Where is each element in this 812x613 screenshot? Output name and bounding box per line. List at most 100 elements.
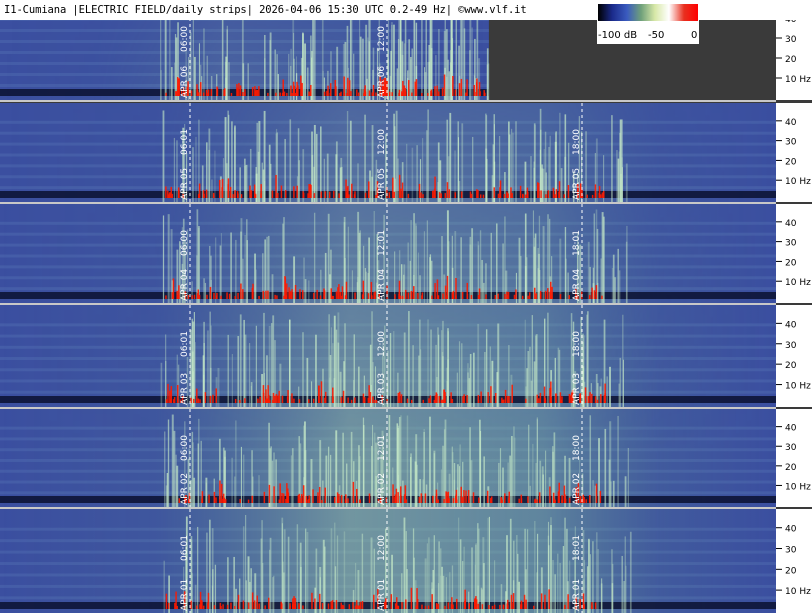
color-legend: -100 dB -50 0 — [597, 4, 699, 44]
burst-mark — [475, 82, 478, 96]
burst-mark — [299, 289, 301, 299]
burst-mark — [301, 290, 304, 299]
activity-streak — [425, 130, 428, 202]
burst-mark — [421, 295, 423, 299]
activity-streak — [420, 349, 422, 407]
activity-streak — [529, 346, 531, 407]
activity-streak — [304, 279, 307, 303]
burst-mark — [391, 92, 393, 96]
activity-streak — [297, 128, 300, 202]
activity-streak — [181, 263, 184, 303]
burst-mark — [290, 85, 292, 96]
time-mark-label: 12:00 — [377, 26, 387, 52]
activity-streak — [386, 382, 388, 407]
burst-mark — [277, 192, 279, 198]
activity-streak — [357, 211, 360, 303]
burst-mark — [452, 498, 455, 503]
burst-mark — [324, 397, 326, 403]
activity-streak — [411, 48, 413, 100]
activity-streak — [330, 51, 332, 100]
activity-streak — [408, 39, 411, 100]
burst-mark — [384, 77, 387, 96]
burst-mark — [456, 598, 458, 609]
burst-mark — [178, 285, 180, 299]
activity-streak — [334, 566, 337, 613]
burst-mark — [341, 604, 344, 609]
burst-mark — [222, 493, 225, 503]
burst-mark — [588, 295, 591, 299]
burst-mark — [521, 295, 524, 299]
activity-streak — [306, 357, 309, 407]
activity-streak — [219, 438, 221, 507]
burst-mark — [209, 395, 212, 403]
burst-mark — [594, 396, 597, 403]
activity-streak — [376, 234, 379, 303]
activity-streak — [339, 371, 342, 407]
burst-mark — [286, 283, 288, 299]
activity-streak — [177, 364, 180, 407]
burst-mark — [582, 494, 585, 503]
activity-streak — [496, 223, 498, 303]
activity-streak — [339, 167, 342, 202]
burst-mark — [564, 498, 567, 503]
burst-mark — [265, 389, 267, 403]
activity-streak — [594, 485, 596, 507]
activity-streak — [554, 357, 557, 407]
burst-mark — [167, 194, 170, 198]
burst-mark — [255, 89, 258, 96]
activity-streak — [319, 440, 322, 507]
y-tick-label: 10 Hz — [785, 177, 811, 187]
activity-streak — [240, 231, 242, 303]
activity-streak — [328, 446, 330, 507]
activity-streak — [371, 362, 374, 407]
activity-streak — [343, 531, 346, 613]
activity-streak — [310, 35, 312, 100]
burst-mark — [219, 480, 221, 503]
activity-streak — [564, 156, 567, 202]
activity-streak — [437, 327, 439, 407]
activity-streak — [381, 430, 384, 507]
activity-streak — [437, 583, 440, 613]
activity-streak — [463, 546, 465, 613]
y-tick-label: 10 Hz — [785, 75, 811, 85]
activity-streak — [369, 344, 372, 407]
burst-mark — [300, 88, 303, 96]
activity-streak — [396, 68, 398, 100]
activity-streak — [509, 455, 511, 507]
burst-mark — [340, 91, 342, 96]
burst-mark — [536, 499, 538, 503]
activity-streak — [228, 62, 230, 100]
activity-streak — [387, 58, 390, 100]
activity-streak — [162, 110, 165, 202]
activity-streak — [564, 517, 566, 613]
activity-streak — [451, 565, 454, 613]
burst-mark — [554, 499, 556, 503]
activity-streak — [270, 323, 273, 407]
burst-mark — [283, 91, 286, 96]
burst-mark — [317, 492, 319, 503]
burst-mark — [446, 275, 449, 299]
legend-colorbar — [598, 4, 698, 21]
activity-streak — [261, 374, 264, 407]
activity-streak — [532, 443, 534, 507]
activity-streak — [625, 241, 628, 303]
burst-mark — [431, 295, 433, 299]
activity-streak — [372, 47, 375, 100]
activity-streak — [342, 43, 345, 100]
activity-streak — [422, 138, 424, 202]
daytime-activity — [0, 305, 776, 407]
activity-streak — [321, 14, 324, 101]
activity-streak — [197, 526, 199, 613]
burst-mark — [282, 79, 284, 96]
burst-mark — [266, 398, 269, 403]
activity-streak — [169, 16, 171, 101]
activity-streak — [337, 342, 340, 407]
activity-streak — [211, 528, 214, 613]
activity-streak — [538, 253, 540, 303]
burst-mark — [385, 598, 387, 609]
time-mark-label: 12:01 — [377, 435, 387, 461]
activity-streak — [514, 437, 516, 507]
burst-mark — [473, 84, 475, 96]
activity-streak — [439, 160, 442, 202]
burst-mark — [458, 83, 461, 96]
